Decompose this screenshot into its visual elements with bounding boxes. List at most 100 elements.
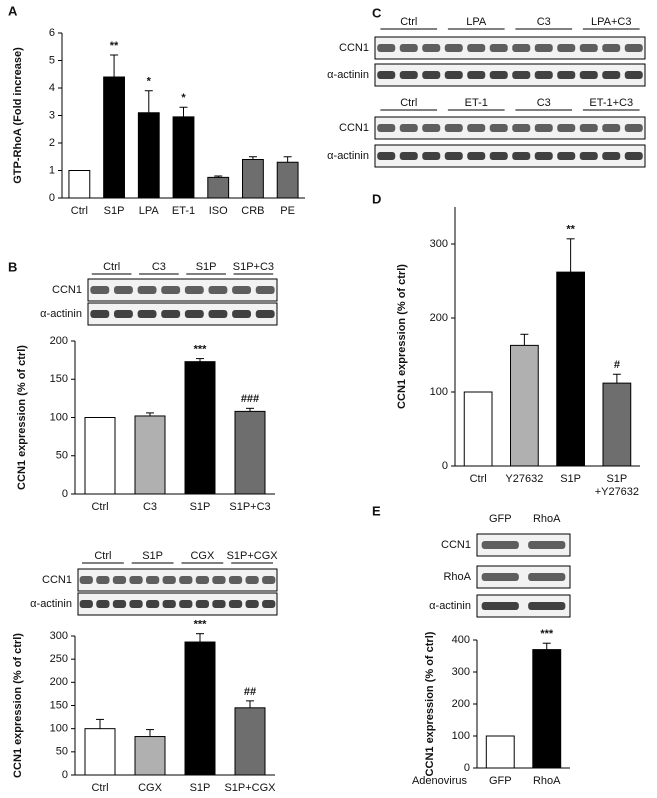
bar (602, 382, 632, 467)
y-axis-label: CCN1 expression (% of ctrl) (396, 264, 408, 409)
blot-band (557, 124, 576, 132)
blot-band (208, 310, 228, 318)
blot-band (422, 124, 441, 132)
blot-band (624, 152, 643, 160)
x-tick-label: CGX (138, 782, 163, 794)
y-axis-label: GTP-RhoA (Fold increase) (12, 47, 24, 184)
y-tick-label: 6 (49, 27, 55, 39)
blot-band (245, 576, 259, 584)
x-tick-label: PE (280, 205, 295, 217)
blot-band (377, 71, 396, 79)
row-label: CCN1 (42, 574, 72, 586)
blot-band (534, 152, 553, 160)
blot-band (399, 152, 418, 160)
blot-band (481, 573, 519, 581)
x-tick-label: ISO (209, 205, 228, 217)
blot-band (162, 576, 176, 584)
error-bar (144, 90, 153, 113)
blot-band (602, 44, 621, 52)
row-label: CCN1 (441, 539, 471, 551)
x-tick-label: C3 (143, 501, 157, 513)
blot-band (96, 576, 110, 584)
blot-band (557, 152, 576, 160)
row-label: CCN1 (339, 42, 369, 54)
bar (463, 391, 493, 467)
blot-band (512, 44, 531, 52)
blot-frame (374, 116, 646, 140)
blot-band (422, 152, 441, 160)
blot-band (255, 286, 275, 294)
error-bar (520, 333, 529, 346)
blot-band (212, 576, 226, 584)
x-tick-label: S1P (190, 501, 211, 513)
blot-band (90, 310, 110, 318)
lane-label: S1P+CGX (227, 550, 279, 562)
y-tick-label: 50 (56, 746, 68, 758)
blot-band (489, 44, 508, 52)
panel-label: E (372, 503, 381, 518)
blot-band (602, 124, 621, 132)
x-tick-label: LPA (139, 205, 160, 217)
blot-band (467, 152, 486, 160)
x-tick-label: RhoA (533, 775, 561, 787)
blot-band (489, 152, 508, 160)
lane-label: S1P (142, 550, 163, 562)
blot-band (399, 71, 418, 79)
blot-band (534, 71, 553, 79)
lane-label: S1P (196, 261, 217, 273)
x-tick-label: S1P (560, 473, 581, 485)
blot-band (79, 600, 93, 608)
blot-band (195, 576, 210, 584)
blot-band (512, 152, 531, 160)
blot-band (112, 576, 127, 584)
x-tick-label: Ctrl (71, 205, 88, 217)
blot-band (228, 576, 243, 584)
blot-band (579, 124, 598, 132)
blot-band (481, 541, 519, 549)
blot-band (232, 310, 252, 318)
blot-band (467, 124, 486, 132)
significance: ** (566, 224, 575, 236)
lane-label: C3 (537, 97, 551, 109)
blot-band (422, 44, 441, 52)
blot-band (137, 310, 157, 318)
error-bar (146, 729, 154, 737)
x-tick-label: S1P+C3 (229, 501, 270, 513)
error-bar (248, 156, 257, 160)
y-tick-label: 100 (50, 411, 68, 423)
blot-band (96, 600, 110, 608)
y-tick-label: 0 (464, 762, 470, 774)
bar (234, 707, 266, 776)
lane-label: C3 (537, 16, 551, 28)
error-bar (196, 633, 204, 643)
x-tick-label: Ctrl (91, 782, 108, 794)
blot-band (602, 152, 621, 160)
blot-band (512, 124, 531, 132)
blot-frame (374, 63, 646, 87)
blot-band (624, 124, 643, 132)
bar (276, 161, 299, 199)
y-tick-label: 0 (62, 488, 68, 500)
row-label: CCN1 (52, 284, 82, 296)
lane-label: ET-1+C3 (589, 97, 633, 109)
panel-label: A (8, 3, 18, 18)
error-bar (146, 412, 154, 416)
bar (134, 415, 166, 495)
y-tick-label: 0 (442, 460, 448, 472)
blot-band (79, 576, 93, 584)
significance: *** (194, 619, 208, 631)
bar (184, 641, 216, 776)
blot-frame (77, 568, 278, 592)
blot-band (579, 71, 598, 79)
lane-label: S1P+C3 (233, 261, 274, 273)
x-tick-label: S1P +Y27632 (595, 473, 639, 498)
y-tick-label: 2 (49, 137, 55, 149)
y-tick-label: 250 (50, 653, 68, 665)
y-tick-label: 0 (49, 192, 55, 204)
x-axis-label: Adenovirus (412, 775, 468, 787)
row-label: α-actinin (30, 598, 72, 610)
blot-band (129, 600, 143, 608)
y-tick-label: 300 (50, 630, 68, 642)
y-axis-label: CCN1 expression (% of ctrl) (16, 345, 28, 490)
blot-band (534, 44, 553, 52)
